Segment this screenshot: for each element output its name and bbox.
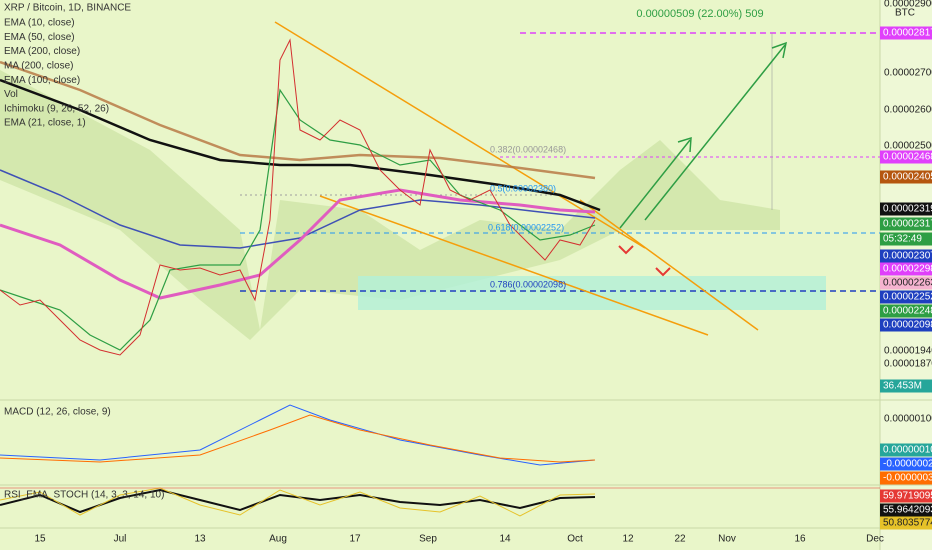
price-tag: 0.00002307 — [883, 251, 932, 262]
arrow-head — [771, 41, 787, 59]
ema-50 — [0, 188, 596, 300]
price-axis-label: 0.00001870 — [884, 359, 932, 370]
indicator-legend: Vol — [4, 89, 18, 100]
price-tag-bg — [880, 26, 932, 40]
price-tag-bg — [880, 202, 932, 216]
time-axis-label: Dec — [866, 534, 884, 545]
arrow-down — [655, 267, 671, 277]
arrow — [619, 139, 691, 229]
price-tag: 0.00002248 — [883, 306, 932, 317]
price-tag: 0.00002405 — [883, 172, 932, 183]
time-axis-label: 17 — [349, 534, 361, 545]
price-tag-bg — [880, 379, 932, 393]
macd-tag: 0.00000010 — [883, 445, 932, 456]
time-axis-label: Jul — [114, 534, 127, 545]
price-axis-label: 0.00002900 — [884, 0, 932, 10]
time-axis-label: 22 — [674, 534, 686, 545]
price-tag: 36.453M — [883, 381, 922, 392]
axis-unit: BTC — [895, 8, 915, 19]
stoch-line — [0, 487, 596, 517]
time-axis-label: 15 — [34, 534, 46, 545]
fib-label: 0.382(0.00002468) — [490, 144, 566, 154]
indicator-legend: Ichimoku (9, 26, 52, 26) — [4, 103, 109, 114]
rsi-tag: 50.80357749 — [883, 518, 932, 529]
price-path — [0, 38, 596, 356]
price-axis-label: 0.00002500 — [884, 141, 932, 152]
time-axis-label: Aug — [269, 534, 287, 545]
price-tag-bg — [880, 290, 932, 304]
macd-tag: -0.00000023 — [883, 459, 932, 470]
rsi-tag-bg — [880, 489, 932, 503]
price-tag-bg — [880, 304, 932, 318]
rsi-title: RSI_EMA_STOCH (14, 3, 3, 14, 10) — [4, 490, 164, 501]
trendline — [319, 195, 709, 336]
ichimoku-cloud — [0, 70, 780, 340]
price-tag: 0.00002817 — [883, 28, 932, 39]
price-axis-label: 0.00002700 — [884, 68, 932, 79]
indicator-legend: EMA (200, close) — [4, 46, 80, 57]
macd-tag-bg — [880, 471, 932, 485]
indicator-legend: EMA (21, close, 1) — [4, 118, 86, 129]
indicator-legend: EMA (100, close) — [4, 75, 80, 86]
chart-title: XRP / Bitcoin, 1D, BINANCE — [4, 3, 131, 14]
time-axis-label: 12 — [622, 534, 634, 545]
indicator-legend: EMA (10, close) — [4, 18, 75, 29]
signal-line — [0, 414, 596, 463]
rsi-tag-bg — [880, 516, 932, 530]
fib-label: 0.786(0.00002098) — [490, 279, 566, 289]
time-axis-label: Sep — [419, 534, 437, 545]
price-tag-bg — [880, 150, 932, 164]
time-axis-label: 13 — [194, 534, 206, 545]
macd-tag-bg — [880, 443, 932, 457]
arrow-down — [618, 245, 634, 255]
price-tag: 0.00002098 — [883, 320, 932, 331]
macd-line — [0, 404, 596, 466]
macd-axis-label: 0.00000100 — [884, 414, 932, 425]
price-tag-bg — [880, 232, 932, 246]
trendline — [579, 199, 759, 331]
macd-tag: -0.00000033 — [883, 473, 932, 484]
fib-label: 0.5(0.00002380) — [490, 183, 556, 193]
time-axis-label: 14 — [499, 534, 511, 545]
price-tag: 0.00002319 — [883, 204, 932, 215]
price-tag: 0.00002252 — [883, 292, 932, 303]
macd-title: MACD (12, 26, close, 9) — [4, 407, 111, 418]
price-tag-bg — [880, 262, 932, 276]
price-tag-bg — [880, 276, 932, 290]
ema-200 — [0, 78, 601, 212]
time-axis-label: Oct — [567, 534, 583, 545]
fib-label: 0.618(0.00002252) — [488, 222, 564, 232]
indicator-legend: MA (200, close) — [4, 61, 73, 72]
price-tag-bg — [880, 318, 932, 332]
price-tag-bg — [880, 249, 932, 263]
price-axis-label: 0.00001940 — [884, 346, 932, 357]
measure-label: 0.00000509 (22.00%) 509 — [636, 8, 763, 20]
price-axis-label: 0.00002600 — [884, 105, 932, 116]
arrow — [644, 44, 786, 221]
price-tag-bg — [880, 217, 932, 231]
ema-10 — [0, 88, 596, 351]
price-tag: 0.00002263 — [883, 278, 932, 289]
time-axis-label: 16 — [794, 534, 806, 545]
rsi-tag-bg — [880, 503, 932, 517]
price-tag: 0.00002317 — [883, 219, 932, 230]
arrow-head — [677, 136, 692, 153]
price-tag-bg — [880, 170, 932, 184]
price-tag: 05:32:49 — [883, 234, 922, 245]
time-axis-label: Nov — [718, 534, 736, 545]
price-tag: 0.00002298 — [883, 264, 932, 275]
indicator-legend: EMA (50, close) — [4, 32, 75, 43]
rsi-tag: 59.97190952 — [883, 491, 932, 502]
macd-tag-bg — [880, 457, 932, 471]
ma-200 — [0, 60, 596, 180]
rsi-tag: 55.96420936 — [883, 505, 932, 516]
price-tag: 0.00002468 — [883, 152, 932, 163]
